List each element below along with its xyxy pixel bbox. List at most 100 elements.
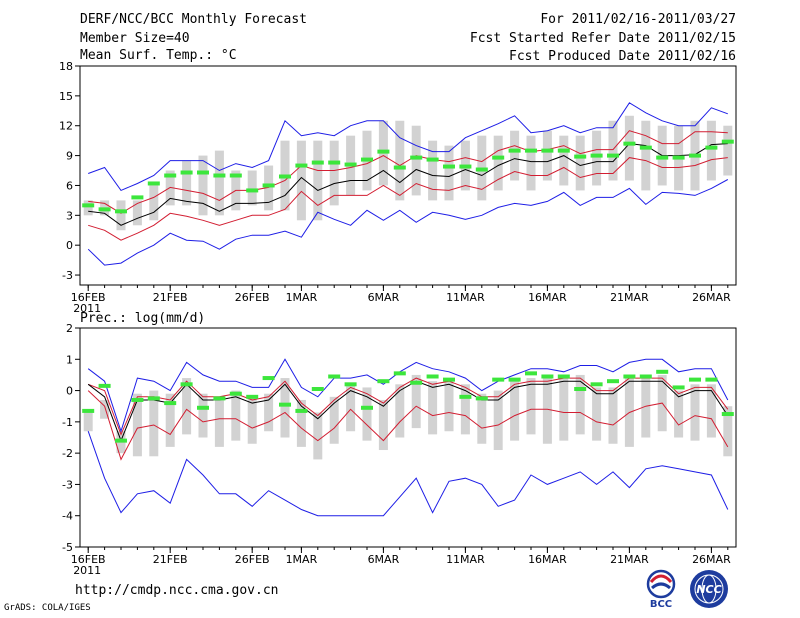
y-tick-label: 18 [59, 60, 73, 73]
ensemble-box [149, 390, 159, 457]
grads-credit: GrADS: COLA/IGES [4, 603, 91, 613]
y-tick-label: -5 [62, 541, 73, 554]
observed-marker [377, 379, 390, 384]
observed-marker [115, 209, 127, 214]
bcc-logo-text: BCC [650, 599, 672, 609]
ensemble-box [460, 384, 470, 435]
observed-marker [557, 374, 570, 379]
x-tick-label: 21MAR [610, 291, 649, 304]
bcc-logo-icon: BCC [646, 569, 676, 609]
ensemble-box [296, 399, 306, 447]
y-tick-label: 6 [66, 179, 73, 192]
observed-marker [295, 408, 308, 413]
ensemble-box [198, 393, 208, 438]
x-tick-label: 1MAR [286, 553, 318, 566]
observed-marker [639, 145, 652, 150]
observed-marker [426, 157, 439, 162]
observed-marker [623, 374, 636, 379]
x-tick-label: 21MAR [610, 553, 649, 566]
ensemble-box [477, 393, 487, 444]
observed-marker [229, 391, 242, 396]
observed-marker [689, 153, 701, 158]
observed-marker [131, 397, 144, 402]
ensemble-max-line [87, 358, 729, 433]
ensemble-box [83, 200, 93, 216]
observed-marker [475, 167, 488, 172]
observed-marker [459, 394, 472, 399]
observed-marker [574, 154, 587, 159]
y-tick-label: -1 [62, 416, 73, 429]
ensemble-box [444, 378, 454, 432]
observed-marker [131, 195, 144, 200]
y-tick-label: -2 [62, 447, 73, 460]
source-url[interactable]: http://cmdp.ncc.cma.gov.cn [75, 583, 279, 598]
ensemble-box [132, 200, 142, 226]
observed-marker [410, 155, 423, 160]
observed-marker [197, 405, 209, 410]
ensemble-min-line [87, 179, 729, 266]
observed-marker [525, 371, 537, 376]
ensemble-box [706, 120, 716, 181]
ensemble-box [510, 381, 520, 441]
x-tick-label: 21FEB [153, 291, 188, 304]
x-tick-label: 11MAR [446, 553, 485, 566]
ensemble-box [182, 378, 192, 435]
ensemble-box [247, 396, 257, 444]
observed-marker [590, 382, 603, 387]
y-tick-label: -3 [62, 478, 73, 491]
ensemble-box [493, 135, 503, 191]
ensemble-max-line [88, 102, 728, 192]
ensemble-mean-line [87, 380, 729, 442]
forecast-start-date: Fcst Started Refer Date 2011/02/15 [469, 31, 736, 46]
observed-marker [393, 165, 406, 170]
observed-marker [180, 170, 193, 175]
observed-marker [246, 188, 259, 193]
observed-marker [115, 438, 127, 443]
y-tick-label: 3 [66, 209, 73, 222]
ensemble-box [542, 130, 552, 181]
x-tick-label: 26FEB [235, 553, 270, 566]
observed-marker [639, 374, 652, 379]
plot-frame [79, 327, 737, 548]
observed-marker [656, 155, 669, 160]
lower-spread-line [87, 390, 729, 461]
ensemble-box [608, 120, 618, 181]
observed-marker [721, 139, 734, 144]
observed-marker [525, 148, 537, 153]
ensemble-box [280, 378, 290, 438]
ensemble-box [329, 396, 339, 444]
x-tick-label: 26FEB [235, 291, 270, 304]
ensemble-box [641, 120, 651, 191]
ensemble-mean-line [88, 143, 728, 226]
observed-marker [689, 377, 701, 382]
observed-marker [295, 163, 308, 168]
observed-marker [164, 401, 177, 406]
y-tick-label: -4 [62, 510, 73, 523]
x-tick-label: 16MAR [528, 553, 567, 566]
ensemble-box [395, 120, 405, 201]
ensemble-box [264, 165, 274, 211]
ensemble-min-line [87, 431, 729, 517]
observed-marker [262, 376, 275, 381]
y-tick-label: 1 [66, 353, 73, 366]
observed-marker [541, 148, 554, 153]
y-tick-label: -3 [62, 269, 73, 282]
x-tick-label: 26MAR [692, 553, 731, 566]
ensemble-box [526, 378, 536, 435]
ensemble-box [346, 384, 356, 432]
ensemble-box [100, 399, 110, 419]
ensemble-box [362, 387, 372, 441]
ensemble-box [608, 387, 618, 444]
ensemble-box [83, 409, 93, 432]
ensemble-box [395, 384, 405, 438]
ensemble-box [198, 155, 208, 216]
observed-marker [607, 153, 619, 158]
observed-marker [508, 377, 521, 382]
ensemble-box [214, 396, 224, 447]
observed-marker [508, 148, 521, 153]
ensemble-box [493, 390, 503, 451]
observed-marker [443, 164, 455, 169]
ensemble-box [165, 393, 175, 447]
ensemble-box [575, 374, 585, 435]
lower-spread-line [88, 157, 728, 241]
